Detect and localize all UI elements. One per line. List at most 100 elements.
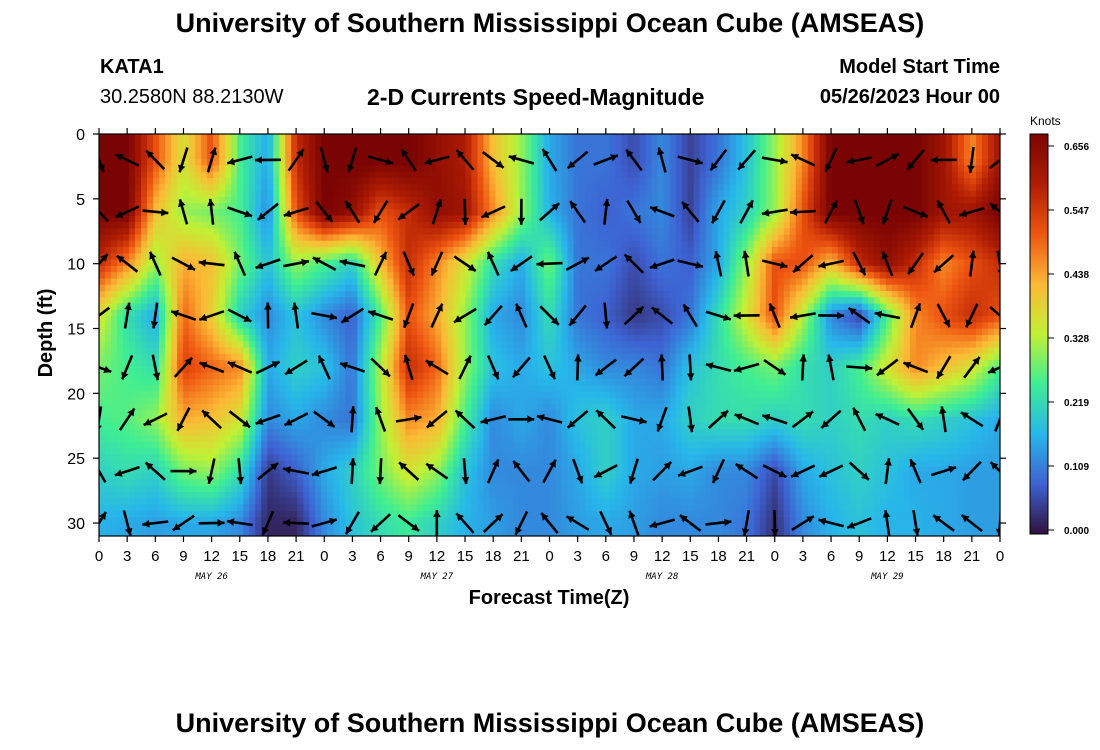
heat-cell	[177, 247, 184, 254]
heat-cell	[645, 140, 653, 148]
heat-cell	[351, 240, 358, 248]
heat-cell	[327, 278, 334, 286]
heat-cell	[633, 152, 641, 160]
heat-cell	[897, 265, 905, 273]
heat-cell	[657, 272, 665, 280]
heat-cell	[957, 240, 965, 248]
heat-cell	[441, 209, 448, 217]
heat-cell	[351, 209, 358, 217]
heat-cell	[267, 291, 274, 298]
heat-cell	[429, 291, 436, 298]
heat-cell	[567, 146, 575, 154]
heat-cell	[249, 240, 256, 248]
heat-cell	[489, 184, 497, 192]
heat-cell	[591, 159, 599, 167]
heat-cell	[723, 209, 731, 217]
heat-cell	[891, 165, 899, 173]
heat-cell	[591, 184, 599, 192]
heat-cell	[801, 240, 809, 248]
heat-cell	[987, 171, 995, 179]
heat-cell	[675, 303, 683, 311]
heat-cell	[141, 146, 148, 154]
heat-cell	[99, 341, 106, 349]
heat-cell	[975, 228, 983, 236]
heat-cell	[735, 322, 743, 330]
heat-cell	[213, 303, 220, 311]
heat-cell	[753, 278, 761, 286]
heat-cell	[129, 272, 136, 280]
heat-cell	[717, 297, 725, 305]
heat-cell	[753, 134, 761, 141]
heat-cell	[123, 171, 130, 179]
heat-cell	[579, 291, 587, 298]
heat-cell	[573, 253, 581, 261]
heat-cell	[753, 146, 761, 154]
heat-cell	[861, 278, 869, 286]
heat-cell	[561, 146, 569, 154]
heat-cell	[393, 159, 400, 167]
heat-cell	[627, 221, 635, 229]
heat-cell	[117, 234, 124, 242]
heat-cell	[735, 291, 743, 298]
heat-cell	[855, 152, 863, 160]
heat-cell	[363, 190, 370, 198]
heat-cell	[495, 265, 503, 273]
heat-cell	[957, 265, 965, 273]
heat-cell	[855, 228, 863, 236]
heat-cell	[417, 234, 424, 242]
heat-cell	[525, 284, 533, 292]
heat-cell	[381, 228, 388, 236]
heat-cell	[603, 335, 611, 342]
heat-cell	[861, 140, 869, 148]
heat-cell	[867, 190, 875, 198]
heat-cell	[285, 152, 292, 160]
heat-cell	[321, 284, 328, 292]
heat-cell	[993, 184, 1000, 192]
heat-cell	[573, 335, 581, 342]
heat-cell	[579, 165, 587, 173]
heat-cell	[795, 221, 803, 229]
heat-cell	[681, 146, 689, 154]
heat-cell	[909, 247, 917, 254]
heat-cell	[933, 309, 941, 317]
heat-cell	[819, 265, 827, 273]
heat-cell	[291, 322, 298, 330]
heat-cell	[105, 159, 112, 167]
heat-cell	[879, 165, 887, 173]
heat-cell	[249, 322, 256, 330]
heat-cell	[771, 215, 779, 223]
heat-cell	[729, 259, 737, 267]
heat-cell	[903, 291, 911, 298]
heat-cell	[447, 140, 454, 148]
heat-cell	[975, 272, 983, 280]
heat-cell	[669, 221, 677, 229]
heat-cell	[399, 297, 406, 305]
heat-cell	[261, 190, 268, 198]
heat-cell	[201, 171, 208, 179]
heat-cell	[381, 196, 388, 204]
heat-cell	[285, 228, 292, 236]
heat-cell	[717, 253, 725, 261]
heat-cell	[399, 215, 406, 223]
heat-cell	[915, 190, 923, 198]
heat-cell	[951, 316, 959, 324]
heat-cell	[423, 322, 430, 330]
heat-cell	[699, 322, 707, 330]
heat-cell	[837, 328, 845, 336]
heat-cell	[321, 228, 328, 236]
heat-cell	[291, 291, 298, 298]
heat-cell	[885, 177, 893, 185]
heat-cell	[807, 303, 815, 311]
heat-cell	[621, 335, 629, 342]
heat-cell	[219, 291, 226, 298]
heat-cell	[909, 134, 917, 141]
heat-cell	[261, 316, 268, 324]
heat-cell	[327, 272, 334, 280]
heat-cell	[327, 203, 334, 210]
heat-cell	[231, 146, 238, 154]
heat-cell	[921, 272, 929, 280]
heat-cell	[567, 234, 575, 242]
heat-cell	[753, 328, 761, 336]
heat-cell	[315, 278, 322, 286]
heat-cell	[963, 265, 971, 273]
